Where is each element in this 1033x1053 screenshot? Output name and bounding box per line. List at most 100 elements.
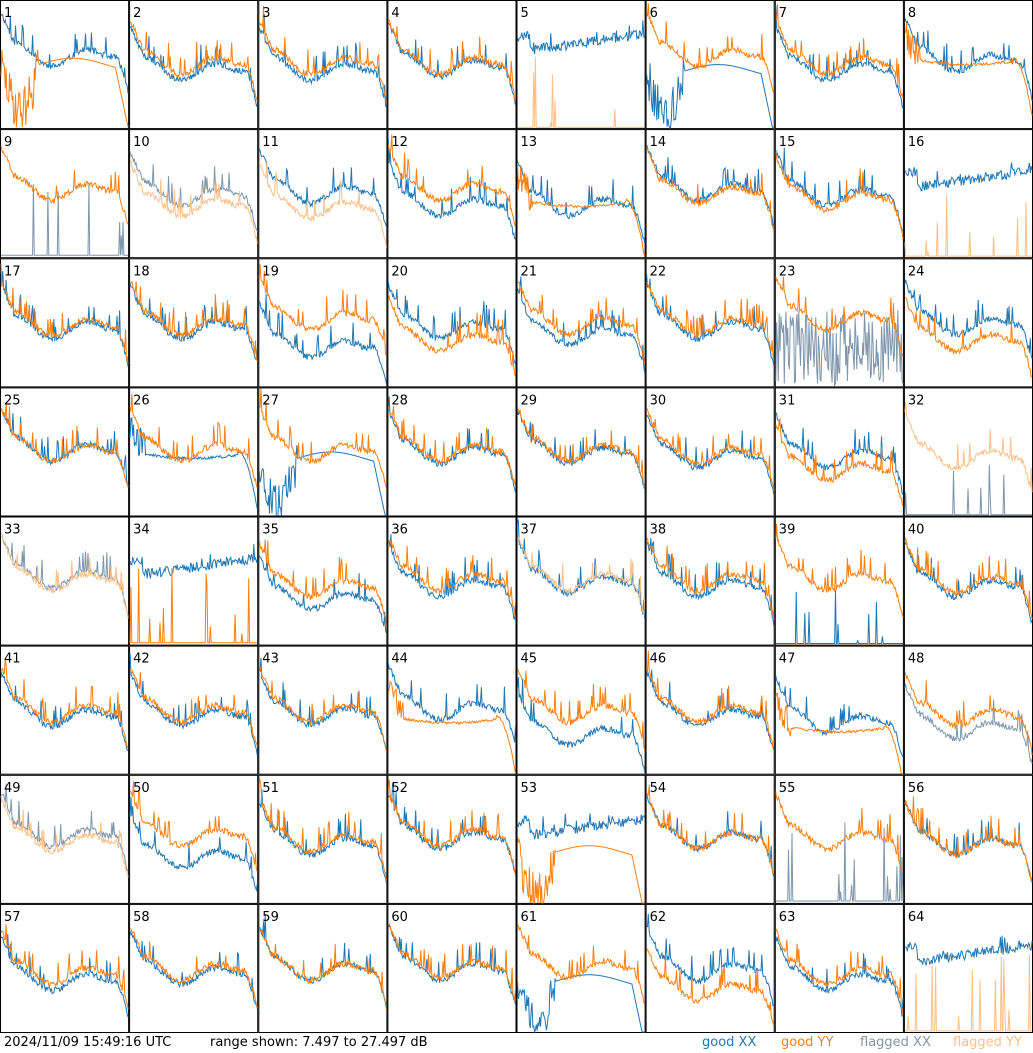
tile-19: 19 [258, 258, 388, 388]
tile-frame [258, 774, 388, 904]
xx-spectrum-line [0, 409, 129, 486]
xx-spectrum-line [388, 783, 516, 876]
yy-spectrum-line [646, 538, 775, 620]
tile-25: 25 [0, 387, 130, 517]
yy-spectrum-line [259, 388, 387, 490]
tile-number: 51 [262, 781, 279, 796]
tile-number: 6 [650, 6, 658, 21]
yy-spectrum-line [129, 568, 258, 644]
tile-35: 35 [258, 516, 388, 646]
tile-frame [129, 903, 259, 1033]
legend-flagged-xx: flagged XX [860, 1035, 931, 1050]
tile-6: 6 [645, 0, 775, 130]
tile-frame [774, 0, 904, 130]
tile-number: 9 [4, 135, 12, 150]
yy-spectrum-line [517, 56, 645, 128]
yy-spectrum-line [387, 294, 516, 377]
tile-59: 59 [258, 903, 388, 1033]
tile-frame [129, 645, 259, 775]
tile-20: 20 [387, 258, 517, 388]
tile-number: 61 [521, 910, 538, 925]
tile-number: 39 [779, 523, 796, 538]
tile-number: 37 [521, 523, 538, 538]
tile-53: 53 [516, 774, 646, 904]
yy-spectrum-line [904, 22, 1033, 116]
xx-spectrum-line [1, 184, 129, 256]
tile-number: 18 [133, 264, 150, 279]
xx-spectrum-line [0, 934, 129, 1018]
tile-number: 31 [779, 393, 796, 408]
tile-15: 15 [774, 129, 904, 259]
yy-spectrum-line [258, 5, 387, 102]
xx-spectrum-line [517, 974, 645, 1033]
xx-spectrum-line [646, 913, 775, 1007]
xx-spectrum-line [258, 445, 387, 516]
xx-spectrum-line [517, 20, 645, 55]
xx-spectrum-line [517, 813, 646, 840]
tile-1: 1 [0, 0, 130, 130]
tile-24: 24 [903, 258, 1033, 388]
xx-spectrum-line [646, 796, 775, 877]
xx-spectrum-line [646, 414, 775, 496]
tile-frame [258, 258, 388, 388]
timestamp: 2024/11/09 15:49:16 UTC [4, 1035, 172, 1050]
xx-spectrum-line [129, 653, 258, 756]
yy-spectrum-line [387, 779, 516, 875]
tile-number: 47 [779, 652, 796, 667]
tile-46: 46 [645, 645, 775, 775]
xx-spectrum-line [775, 675, 904, 758]
tile-34: 34 [129, 516, 259, 646]
xx-spectrum-line [517, 677, 646, 772]
yy-spectrum-line [775, 928, 904, 1014]
tile-13: 13 [516, 129, 646, 259]
tile-number: 45 [521, 652, 538, 667]
tile-60: 60 [387, 903, 517, 1033]
tile-30: 30 [645, 387, 775, 517]
yy-spectrum-line [775, 4, 904, 98]
xx-spectrum-line [517, 160, 646, 244]
yy-spectrum-line [0, 263, 129, 365]
yy-spectrum-line [517, 834, 645, 904]
tile-frame [645, 0, 775, 130]
yy-spectrum-line [517, 281, 646, 364]
tile-frame [516, 645, 646, 775]
xx-spectrum-line [129, 151, 258, 232]
xx-spectrum-line [387, 138, 516, 240]
tile-number: 12 [391, 135, 408, 150]
xx-spectrum-line [904, 802, 1033, 883]
tile-57: 57 [0, 903, 130, 1033]
yy-spectrum-line [646, 784, 775, 875]
yy-spectrum-line [904, 537, 1033, 620]
tile-frame [516, 0, 646, 130]
yy-spectrum-line [646, 408, 775, 492]
footer-bar: 2024/11/09 15:49:16 UTC range shown: 7.4… [0, 1033, 1033, 1053]
tile-number: 25 [4, 393, 21, 408]
tile-frame [645, 387, 775, 517]
tile-number: 16 [908, 135, 925, 150]
yy-spectrum-line [646, 650, 775, 748]
tile-33: 33 [0, 516, 130, 646]
tile-number: 2 [133, 6, 141, 21]
yy-spectrum-line [129, 928, 258, 1008]
tile-10: 10 [129, 129, 259, 259]
tile-40: 40 [903, 516, 1033, 646]
legend-flagged-yy: flagged YY [953, 1035, 1022, 1050]
yy-spectrum-line [646, 3, 775, 94]
xx-spectrum-line [0, 13, 129, 94]
xx-spectrum-line [258, 555, 387, 634]
tile-number: 55 [779, 781, 796, 796]
xx-spectrum-line [0, 533, 129, 618]
tile-22: 22 [645, 258, 775, 388]
xx-spectrum-line [129, 930, 258, 1009]
tile-frame [516, 774, 646, 904]
yy-spectrum-line [904, 671, 1033, 756]
tile-number: 30 [650, 393, 667, 408]
xx-spectrum-line [387, 396, 516, 493]
yy-spectrum-line [904, 297, 1032, 378]
tile-number: 24 [908, 264, 925, 279]
tile-frame [0, 774, 130, 904]
tile-frame [0, 903, 130, 1033]
tile-number: 35 [262, 523, 279, 538]
tile-52: 52 [387, 774, 517, 904]
xx-spectrum-line [387, 663, 516, 743]
